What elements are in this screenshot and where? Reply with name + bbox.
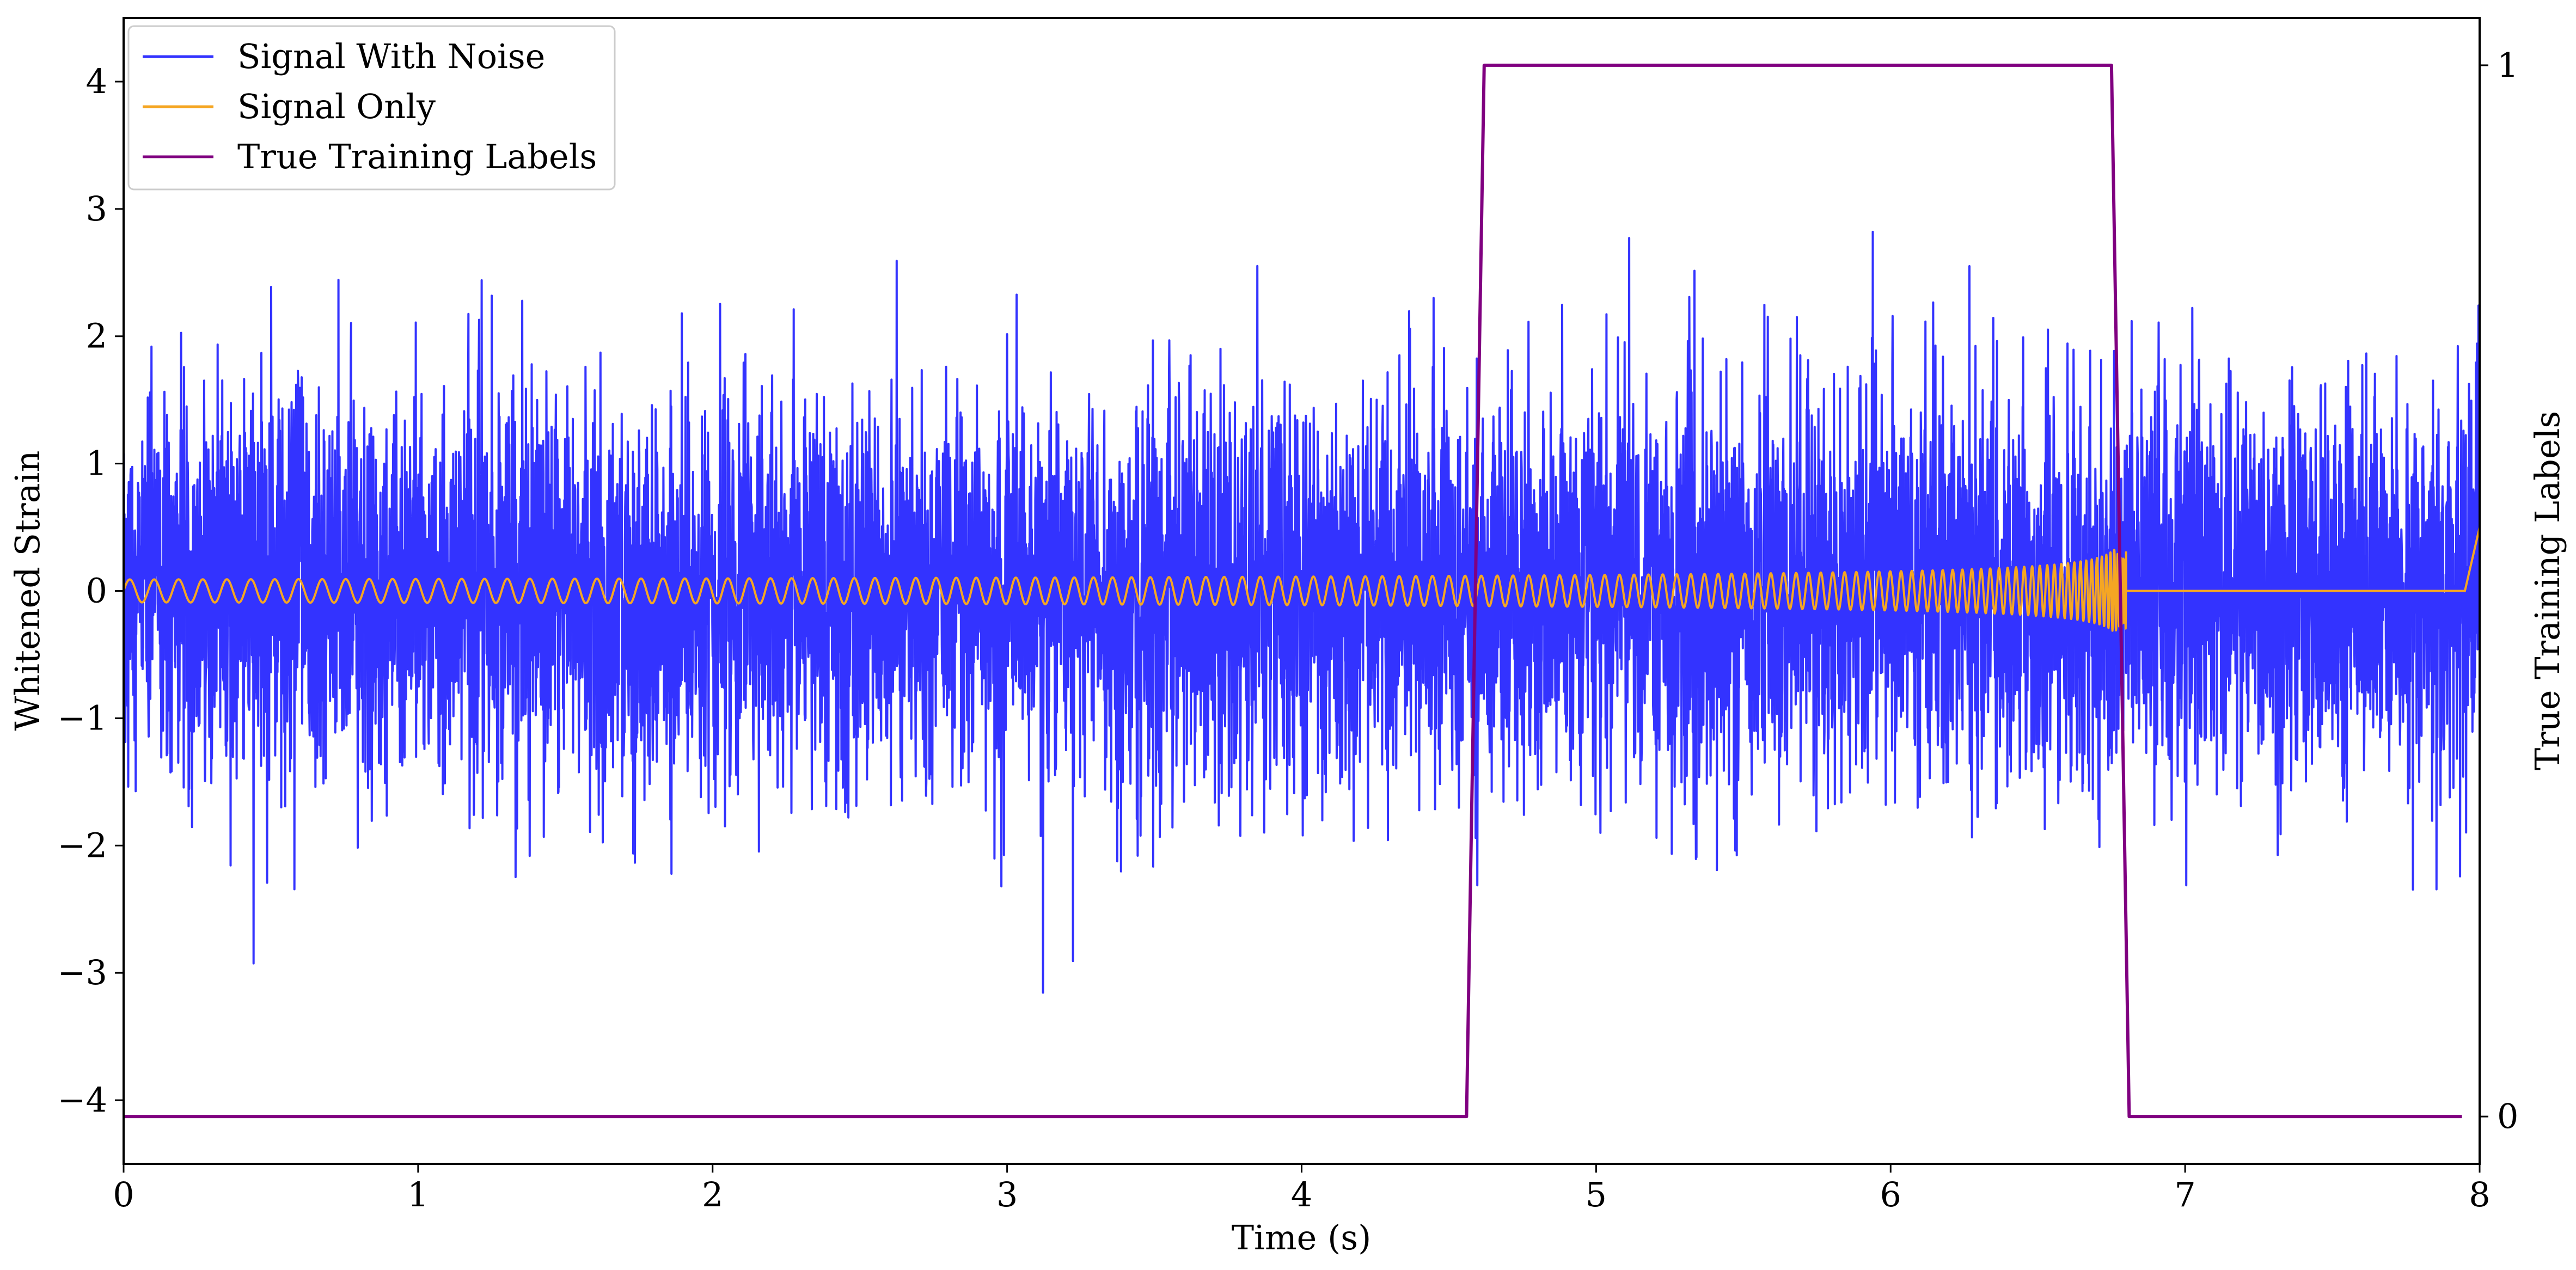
y-tick-label: 4: [86, 62, 107, 101]
legend-item: Signal With Noise: [237, 36, 545, 76]
series-true-training-labels: [124, 63, 2462, 1119]
x-tick-label: 7: [2174, 1175, 2195, 1214]
x-axis-label: Time (s): [1232, 1218, 1372, 1257]
y-tick-label: −1: [58, 698, 107, 738]
legend-item: Signal Only: [237, 87, 436, 126]
y2-tick-label: 1: [2497, 45, 2518, 85]
y-axis-label: Whitened Strain: [8, 451, 47, 731]
y-tick-label: 0: [86, 571, 107, 611]
y-axis-left: −4 −3 −2 −1 0 1 2 3 4: [58, 62, 124, 1120]
x-tick-label: 4: [1291, 1175, 1312, 1214]
x-tick-label: 0: [113, 1175, 134, 1214]
legend-box: [127, 25, 616, 191]
x-tick-label: 3: [996, 1175, 1018, 1214]
x-tick-label: 2: [702, 1175, 723, 1214]
x-tick-label: 5: [1586, 1175, 1607, 1214]
x-axis: 0 1 2 3 4 5 6 7 8: [113, 1164, 2491, 1214]
y-tick-label: −4: [58, 1080, 107, 1120]
y-axis-right: 01: [2480, 45, 2518, 1136]
series-signal-only: [124, 527, 2480, 632]
x-tick-label: 8: [2469, 1175, 2490, 1214]
y-tick-label: −2: [58, 825, 107, 865]
legend: Signal With Noise Signal Only True Trainin…: [127, 25, 616, 191]
y2-axis-label: True Training Labels: [2528, 411, 2567, 770]
y-tick-label: 1: [86, 444, 107, 483]
y-tick-label: 3: [86, 189, 107, 229]
y2-tick-label: 0: [2497, 1096, 2518, 1136]
legend-item: True Training Labels: [237, 137, 597, 176]
series-layer: [124, 63, 2480, 1119]
y-tick-label: −3: [58, 953, 107, 992]
x-tick-label: 1: [407, 1175, 429, 1214]
y-tick-label: 2: [86, 316, 107, 356]
x-tick-label: 6: [1880, 1175, 1901, 1214]
